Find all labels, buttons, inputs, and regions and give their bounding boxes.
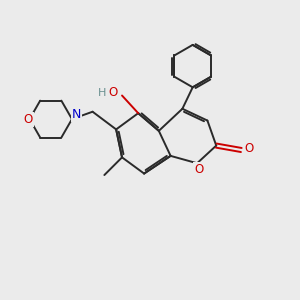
Text: N: N xyxy=(72,108,81,121)
Text: O: O xyxy=(194,163,203,176)
Text: H: H xyxy=(98,88,106,98)
Text: O: O xyxy=(109,86,118,99)
Text: O: O xyxy=(23,112,33,126)
Text: O: O xyxy=(244,142,253,155)
